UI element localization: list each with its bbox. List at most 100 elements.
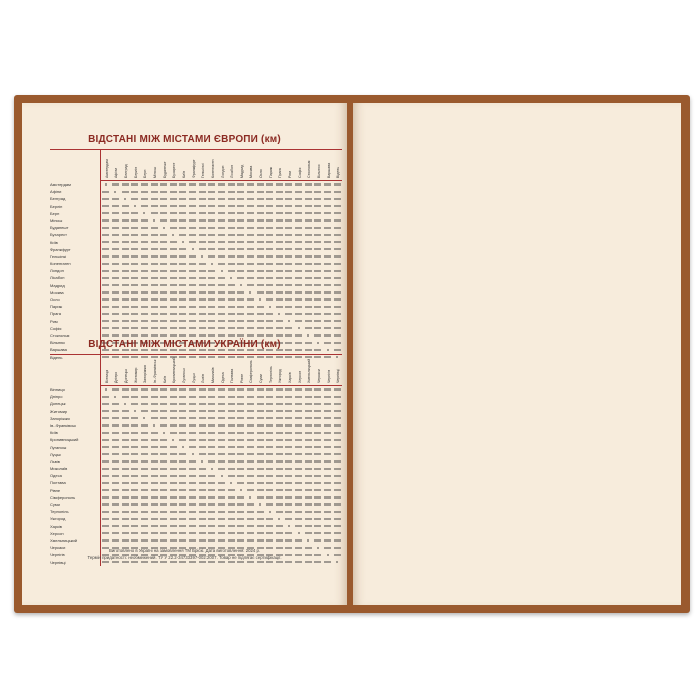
distance-cell (149, 388, 159, 391)
distance-cell (323, 291, 333, 294)
distance-cell (207, 320, 217, 323)
distance-cell (246, 233, 256, 237)
distance-cell (207, 298, 217, 301)
distance-cell (226, 539, 236, 542)
distance-cell (120, 262, 130, 265)
column-header-label: Чернігів (326, 369, 331, 383)
distance-cell (159, 517, 169, 521)
row-city-label: Кропивницький (50, 436, 101, 444)
distance-cell (207, 219, 217, 222)
distance-cell (130, 276, 140, 280)
distance-cell (303, 553, 313, 557)
distance-cell (332, 546, 342, 549)
distance-cell (149, 262, 159, 265)
distance-cell (313, 327, 323, 330)
distance-cell (111, 305, 121, 308)
distance-cell (159, 474, 169, 477)
distance-cell (111, 503, 121, 506)
distance-cell (159, 233, 169, 237)
distance-cell (303, 532, 313, 535)
distance-cell (178, 560, 188, 564)
table-row: Прага (50, 310, 342, 318)
distance-cell (149, 248, 159, 251)
distance-cell (140, 503, 150, 506)
distance-cell (246, 320, 256, 323)
distance-cell (168, 402, 178, 406)
distance-cell (207, 553, 217, 557)
distance-cell (168, 460, 178, 463)
distance-cell (188, 190, 198, 193)
distance-cell (120, 489, 130, 492)
column-header-label: Ужгород (278, 369, 283, 383)
distance-cell (332, 312, 342, 316)
distance-cell (275, 341, 285, 344)
table-row: Ів.-Франківськ (50, 421, 342, 430)
distance-cell (197, 348, 207, 352)
distance-cell (275, 402, 285, 406)
table-row: Київ (50, 238, 342, 246)
table-row: Стокгольм (50, 331, 342, 340)
distance-cell (226, 438, 236, 442)
distance-cell (168, 546, 178, 549)
distance-cell (149, 417, 159, 420)
distance-cell (140, 560, 150, 564)
distance-cell (265, 424, 275, 427)
distance-cell (168, 298, 178, 301)
distance-cell (178, 424, 188, 427)
row-city-label: Ів.-Франківськ (50, 421, 101, 430)
distance-cell (313, 402, 323, 406)
distance-cell (275, 298, 285, 301)
distance-cell (207, 269, 217, 272)
distance-cell (313, 312, 323, 316)
distance-cell (178, 410, 188, 413)
distance-cell (111, 453, 121, 456)
distance-cell (236, 291, 246, 294)
table-row: Франкфурт (50, 245, 342, 253)
distance-cell (140, 438, 150, 442)
ukraine-distance-table: Вінниця Дніпро Донецьк Житомир Запоріжжя Ів.-… (50, 354, 342, 566)
table-row: Берн (50, 209, 342, 217)
distance-cell (294, 190, 304, 193)
column-header: Осло (255, 150, 265, 180)
distance-cell (130, 262, 140, 265)
distance-cell (149, 467, 159, 470)
distance-cell (207, 327, 217, 330)
distance-cell (313, 190, 323, 193)
distance-cell (255, 298, 265, 301)
distance-cell (226, 197, 236, 201)
distance-cell (111, 553, 121, 557)
distance-cell (120, 431, 130, 434)
distance-cell (111, 327, 121, 330)
distance-cell (236, 205, 246, 208)
distance-cell (111, 233, 121, 237)
distance-cell (265, 431, 275, 434)
distance-cell (275, 424, 285, 427)
distance-cell (246, 248, 256, 251)
distance-cell (246, 445, 256, 449)
table-row: Гельсінкі (50, 252, 342, 261)
distance-cell (159, 553, 169, 557)
distance-cell (130, 197, 140, 201)
distance-cell (188, 395, 198, 398)
distance-cell (217, 410, 227, 413)
distance-cell (226, 388, 236, 391)
distance-cell (188, 532, 198, 535)
distance-cell (284, 298, 294, 301)
distance-cell (111, 417, 121, 420)
distance-cell (140, 467, 150, 470)
distance-cell (294, 503, 304, 506)
distance-cell (246, 460, 256, 463)
column-header-label: Осло (259, 169, 264, 178)
distance-cell (149, 525, 159, 528)
distance-cell (197, 539, 207, 542)
distance-cell (149, 445, 159, 449)
distance-cell (120, 240, 130, 244)
distance-cell (130, 327, 140, 330)
distance-cell (140, 276, 150, 280)
distance-cell (159, 496, 169, 499)
distance-cell (217, 460, 227, 463)
distance-cell (188, 233, 198, 237)
distance-cell (323, 388, 333, 391)
row-city-label: Запоріжжя (50, 414, 101, 422)
distance-cell (294, 474, 304, 477)
